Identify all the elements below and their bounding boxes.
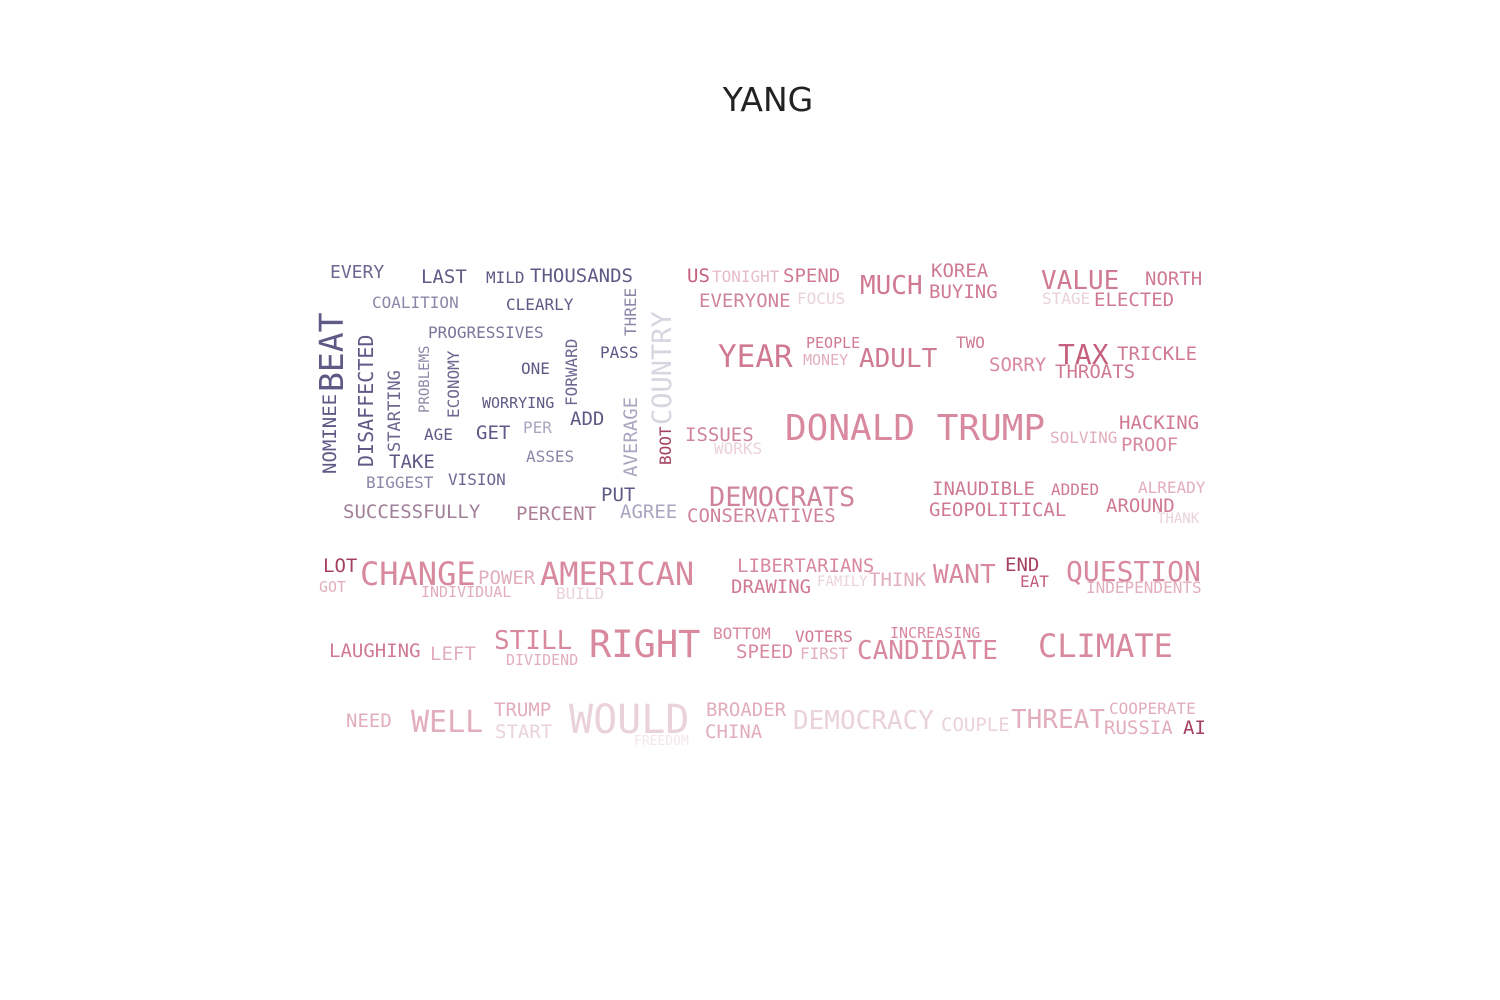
word-people: PEOPLE	[806, 336, 860, 351]
word-worrying: WORRYING	[482, 396, 554, 411]
word-conservatives: CONSERVATIVES	[687, 507, 836, 526]
word-thousands: THOUSANDS	[530, 267, 633, 286]
word-start: START	[495, 723, 552, 742]
word-successfully: SUCCESSFULLY	[343, 503, 480, 522]
word-left: LEFT	[430, 645, 476, 664]
word-agree: AGREE	[620, 503, 677, 522]
word-family: FAMILY	[817, 575, 868, 589]
word-bottom: BOTTOM	[713, 626, 771, 642]
word-donald-trump: DONALD TRUMP	[785, 411, 1045, 447]
word-lot: LOT	[323, 557, 357, 576]
word-country: COUNTRY	[649, 311, 676, 425]
word-three: THREE	[623, 288, 639, 336]
word-clearly: CLEARLY	[506, 297, 573, 313]
word-take: TAKE	[389, 453, 435, 472]
word-added: ADDED	[1051, 482, 1099, 498]
word-want: WANT	[933, 562, 996, 588]
word-per: PER	[523, 420, 552, 436]
word-starting: STARTING	[387, 370, 404, 452]
word-north: NORTH	[1145, 270, 1202, 289]
word-russia: RUSSIA	[1104, 719, 1173, 738]
word-first: FIRST	[800, 646, 848, 662]
word-thank: THANK	[1157, 512, 1199, 526]
word-add: ADD	[570, 410, 604, 429]
word-cooperate: COOPERATE	[1109, 701, 1196, 717]
word-freedom: FREEDOM	[634, 735, 689, 748]
word-right: RIGHT	[589, 626, 700, 663]
word-hacking: HACKING	[1119, 414, 1199, 433]
word-throats: THROATS	[1055, 363, 1135, 382]
word-geopolitical: GEOPOLITICAL	[929, 501, 1066, 520]
word-two: TWO	[956, 335, 985, 351]
word-inaudible: INAUDIBLE	[932, 480, 1035, 499]
word-broader: BROADER	[706, 701, 786, 720]
word-problems: PROBLEMS	[418, 346, 432, 413]
word-stage: STAGE	[1042, 291, 1090, 307]
word-nominee: NOMINEE	[321, 394, 340, 474]
word-drawing: DRAWING	[731, 578, 811, 597]
word-disaffected: DISAFFECTED	[356, 335, 376, 467]
word-couple: COUPLE	[941, 716, 1010, 735]
word-much: MUCH	[860, 273, 923, 299]
word-focus: FOCUS	[797, 291, 845, 307]
word-individual: INDIVIDUAL	[421, 585, 511, 600]
word-percent: PERCENT	[516, 505, 596, 524]
word-boot: BOOT	[658, 426, 674, 465]
word-economy: ECONOMY	[446, 351, 462, 418]
word-age: AGE	[424, 427, 453, 443]
word-proof: PROOF	[1121, 436, 1178, 455]
word-forward: FORWARD	[564, 339, 580, 406]
word-korea: KOREA	[931, 262, 988, 281]
word-last: LAST	[421, 268, 467, 287]
word-spend: SPEND	[783, 267, 840, 286]
word-adult: ADULT	[859, 346, 937, 372]
word-need: NEED	[346, 712, 392, 731]
word-think: THINK	[869, 571, 926, 590]
word-asses: ASSES	[526, 449, 574, 465]
word-every: EVERY	[330, 264, 384, 282]
word-already: ALREADY	[1138, 480, 1205, 496]
word-buying: BUYING	[929, 283, 998, 302]
word-threat: THREAT	[1011, 707, 1105, 733]
word-money: MONEY	[803, 353, 848, 368]
word-get: GET	[476, 424, 510, 443]
word-build: BUILD	[556, 586, 604, 602]
word-trump: TRUMP	[494, 701, 551, 720]
word-everyone: EVERYONE	[699, 292, 791, 311]
word-coalition: COALITION	[372, 295, 459, 311]
word-ai: AI	[1183, 719, 1206, 738]
word-progressives: PROGRESSIVES	[428, 325, 544, 341]
word-works: WORKS	[714, 441, 762, 457]
word-average: AVERAGE	[622, 397, 641, 477]
word-laughing: LAUGHING	[329, 642, 421, 661]
word-well: WELL	[411, 708, 483, 738]
word-beat: BEAT	[315, 313, 348, 392]
word-democracy: DEMOCRACY	[793, 708, 934, 734]
word-vision: VISION	[448, 472, 506, 488]
word-tonight: TONIGHT	[712, 269, 779, 285]
word-one: ONE	[521, 361, 550, 377]
word-independents: INDEPENDENTS	[1086, 580, 1202, 596]
word-biggest: BIGGEST	[366, 475, 433, 491]
word-mild: MILD	[486, 270, 525, 286]
word-climate: CLIMATE	[1038, 630, 1173, 662]
word-got: GOT	[319, 580, 346, 595]
word-candidate: CANDIDATE	[857, 638, 998, 664]
word-dividend: DIVIDEND	[506, 653, 578, 668]
word-china: CHINA	[705, 723, 762, 742]
word-eat: EAT	[1020, 574, 1049, 590]
word-elected: ELECTED	[1094, 291, 1174, 310]
word-voters: VOTERS	[795, 629, 853, 645]
word-solving: SOLVING	[1050, 430, 1117, 446]
word-sorry: SORRY	[989, 356, 1046, 375]
word-speed: SPEED	[736, 643, 793, 662]
word-year: YEAR	[718, 342, 793, 373]
word-us: US	[687, 267, 710, 286]
word-pass: PASS	[600, 345, 639, 361]
